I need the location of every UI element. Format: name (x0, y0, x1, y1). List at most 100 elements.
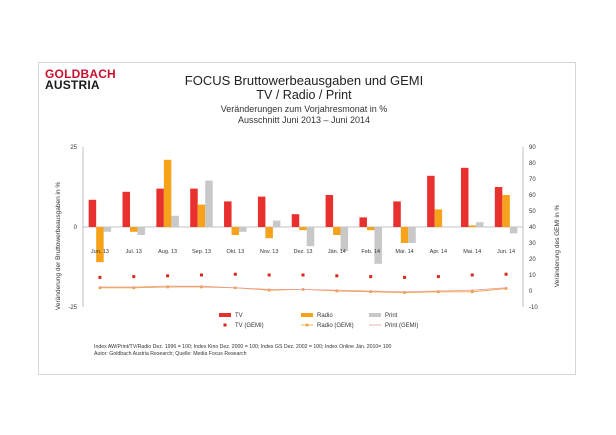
bar-radio (163, 159, 172, 227)
bar-tv (190, 188, 198, 227)
print-gemi-marker (268, 288, 271, 291)
tv-gemi-marker (504, 272, 508, 276)
x-tick-label: Jun. 13 (91, 249, 109, 255)
bar-print (340, 227, 349, 251)
y2-tick-label: 50 (529, 209, 536, 215)
bar-radio (434, 209, 443, 227)
radio-gemi-marker (470, 290, 474, 294)
legend-label: Print (GEMI) (385, 323, 418, 329)
chart-panel: GOLDBACH AUSTRIA FOCUS Bruttowerbeausgab… (38, 62, 576, 375)
print-gemi-marker (369, 290, 372, 292)
bar-radio (197, 204, 206, 227)
print-gemi-marker (234, 286, 237, 289)
bar-radio (299, 227, 307, 231)
x-tick-label: Apr. 14 (430, 249, 447, 255)
x-tick-label: Jul. 13 (126, 249, 142, 255)
x-tick-label: Jän. 14 (328, 249, 346, 255)
bar-radio (502, 195, 510, 227)
chart-period: Ausschnitt Juni 2013 – Juni 2014 (237, 115, 371, 125)
legend-swatch (369, 313, 381, 317)
bar-print (239, 227, 247, 232)
bar-tv (257, 196, 266, 227)
y-tick-label: -25 (68, 305, 77, 311)
legend-label: Print (385, 313, 398, 319)
footnote-source: Autor: Goldbach Austria Research; Quelle… (94, 351, 247, 357)
bar-radio (265, 227, 273, 239)
bar-tv (460, 167, 469, 227)
print-gemi-marker (302, 288, 304, 291)
bar-print (509, 227, 518, 234)
bar-print (205, 180, 213, 227)
bar-radio (333, 227, 341, 235)
tv-gemi-marker (199, 273, 203, 277)
legend-swatch (301, 313, 313, 317)
print-gemi-marker (335, 289, 338, 292)
print-gemi-marker (166, 285, 169, 288)
print-gemi-marker (505, 286, 508, 289)
logo-line-2: AUSTRIA (45, 78, 100, 92)
print-gemi-marker (471, 289, 474, 292)
y2-tick-label: 10 (529, 273, 536, 279)
y2-tick-label: 40 (529, 225, 536, 231)
x-tick-label: Dez. 13 (294, 249, 313, 255)
y2-tick-label: 30 (529, 241, 536, 247)
bar-radio (366, 227, 375, 231)
combo-chart: Veränderung der Bruttowerbeausgaben in %… (55, 145, 561, 329)
x-tick-label: Aug. 13 (158, 249, 177, 255)
y2-axis-label: Veränderung des GEMI in % (554, 205, 561, 288)
y-axis-label: Veränderung der Bruttowerbeausgaben in % (55, 182, 62, 311)
bar-print (171, 215, 179, 227)
bar-tv (325, 195, 334, 227)
tv-gemi-marker (301, 273, 305, 277)
print-gemi-marker (437, 290, 440, 292)
tv-gemi-marker (436, 275, 440, 279)
y2-tick-label: 60 (529, 193, 536, 199)
footnote-index: Index AW/Print/TV/Radio Dez. 1996 = 100;… (94, 344, 392, 350)
x-tick-label: Feb. 14 (361, 249, 380, 255)
bar-print (103, 227, 112, 232)
tv-gemi-marker (267, 273, 271, 277)
y2-tick-label: 20 (529, 257, 536, 263)
x-tick-label: Nov. 13 (260, 249, 279, 255)
x-tick-label: Mai. 14 (463, 249, 481, 255)
print-gemi-marker (403, 290, 406, 293)
bar-tv (359, 217, 367, 227)
print-gemi-marker (200, 285, 203, 288)
bar-print (374, 227, 382, 264)
y2-tick-label: -10 (529, 305, 538, 311)
bar-tv (88, 199, 97, 227)
chart-title: FOCUS Bruttowerbeausgaben und GEMI (184, 73, 424, 88)
goldbach-logo: GOLDBACH AUSTRIA (45, 68, 116, 92)
x-tick-label: Mär. 14 (395, 249, 413, 255)
bar-radio (468, 225, 476, 227)
x-tick-label: Jun. 14 (497, 249, 515, 255)
bar-radio (231, 227, 240, 235)
y-tick-label: 0 (74, 225, 78, 231)
legend-swatch (305, 323, 309, 327)
bar-tv (291, 214, 300, 227)
tv-gemi-marker (98, 275, 102, 279)
chart-subtitle: TV / Radio / Print (256, 88, 352, 102)
chart-description: Veränderungen zum Vorjahresmonat in % (220, 104, 388, 114)
legend-label: TV (235, 313, 243, 319)
bar-print (306, 227, 315, 247)
bar-tv (427, 175, 435, 227)
tv-gemi-marker (369, 275, 373, 279)
y2-tick-label: 80 (529, 161, 536, 167)
legend-label: Radio (GEMI) (317, 323, 354, 329)
x-tick-label: Okt. 13 (226, 249, 244, 255)
legend-label: TV (GEMI) (235, 323, 264, 329)
legend-swatch (223, 323, 227, 327)
tv-gemi-marker (132, 275, 136, 279)
print-gemi-marker (132, 286, 135, 288)
y2-tick-label: 0 (529, 289, 533, 295)
print-gemi-marker (98, 286, 101, 288)
bar-print (137, 227, 146, 235)
bar-tv (122, 191, 131, 227)
bar-tv (156, 188, 164, 227)
bar-tv (393, 201, 401, 227)
tv-gemi-marker (335, 274, 339, 278)
y-tick-label: 25 (70, 145, 77, 151)
bar-print (408, 227, 416, 243)
bar-print (272, 220, 281, 227)
